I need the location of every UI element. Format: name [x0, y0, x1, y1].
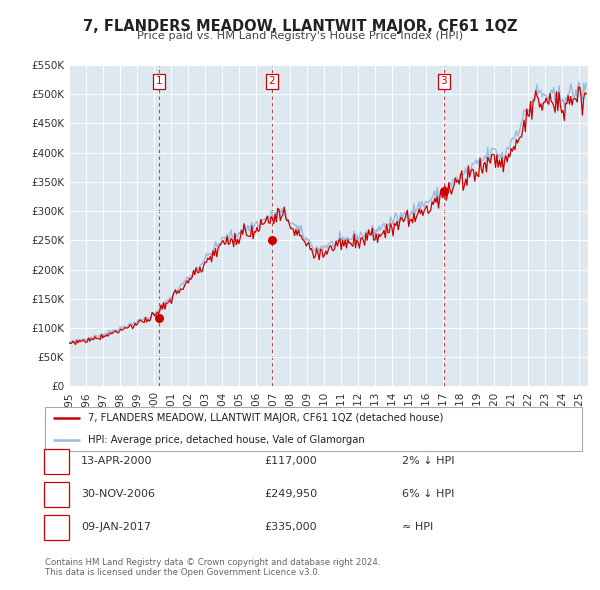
- Text: 7, FLANDERS MEADOW, LLANTWIT MAJOR, CF61 1QZ (detached house): 7, FLANDERS MEADOW, LLANTWIT MAJOR, CF61…: [88, 413, 443, 423]
- Text: £335,000: £335,000: [264, 523, 317, 532]
- Text: 7, FLANDERS MEADOW, LLANTWIT MAJOR, CF61 1QZ: 7, FLANDERS MEADOW, LLANTWIT MAJOR, CF61…: [83, 19, 517, 34]
- Text: 6% ↓ HPI: 6% ↓ HPI: [402, 490, 454, 499]
- Text: 13-APR-2000: 13-APR-2000: [81, 457, 152, 466]
- Text: Contains HM Land Registry data © Crown copyright and database right 2024.
This d: Contains HM Land Registry data © Crown c…: [45, 558, 380, 577]
- Text: 30-NOV-2006: 30-NOV-2006: [81, 490, 155, 499]
- Text: HPI: Average price, detached house, Vale of Glamorgan: HPI: Average price, detached house, Vale…: [88, 435, 365, 445]
- Text: 3: 3: [440, 76, 447, 86]
- Text: Price paid vs. HM Land Registry's House Price Index (HPI): Price paid vs. HM Land Registry's House …: [137, 31, 463, 41]
- Text: £117,000: £117,000: [264, 457, 317, 466]
- Text: 1: 1: [53, 457, 60, 466]
- Text: 1: 1: [155, 76, 162, 86]
- Text: 3: 3: [53, 523, 60, 532]
- Text: ≈ HPI: ≈ HPI: [402, 523, 433, 532]
- Text: £249,950: £249,950: [264, 490, 317, 499]
- Text: 2: 2: [269, 76, 275, 86]
- Text: 09-JAN-2017: 09-JAN-2017: [81, 523, 151, 532]
- Text: 2: 2: [53, 490, 60, 499]
- Text: 2% ↓ HPI: 2% ↓ HPI: [402, 457, 455, 466]
